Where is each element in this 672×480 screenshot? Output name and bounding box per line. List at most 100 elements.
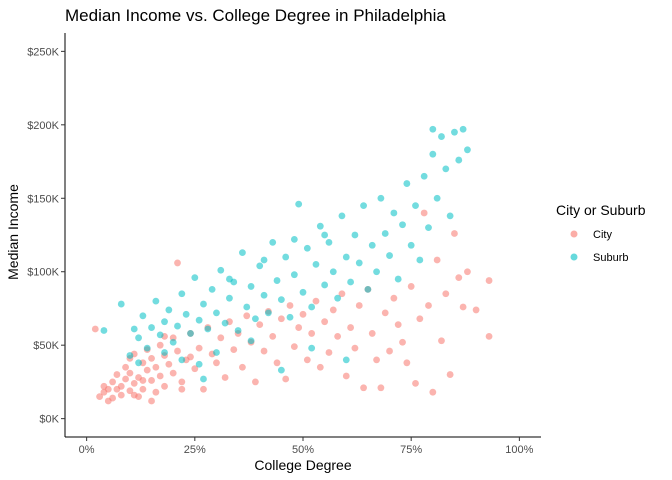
data-point (472, 306, 480, 314)
data-point (239, 249, 246, 257)
data-point (399, 338, 406, 346)
data-point (161, 349, 168, 356)
data-point (243, 303, 251, 311)
data-point (364, 285, 372, 293)
data-point (174, 322, 181, 330)
data-point (416, 315, 424, 323)
data-point (96, 393, 104, 400)
data-point (347, 278, 354, 286)
data-point (464, 146, 471, 154)
data-point (156, 331, 164, 339)
series-suburb (100, 125, 471, 383)
data-point (143, 344, 151, 352)
data-point (290, 271, 298, 279)
data-point (182, 310, 190, 318)
data-point (217, 334, 225, 342)
data-point (342, 372, 350, 380)
data-point (277, 366, 285, 374)
x-tick-label: 25% (184, 444, 206, 456)
data-point (161, 318, 168, 326)
data-point (187, 330, 194, 337)
data-point (247, 283, 255, 290)
data-point (455, 156, 463, 164)
data-point (152, 363, 160, 371)
data-point (442, 165, 450, 173)
data-point (256, 262, 264, 270)
data-point (282, 253, 290, 261)
data-point (200, 385, 207, 393)
data-point (234, 327, 242, 334)
data-point (420, 209, 428, 217)
data-point (165, 360, 173, 368)
x-tick-label: 0% (79, 444, 95, 456)
data-point (260, 291, 268, 299)
data-point (117, 300, 125, 308)
data-point (273, 277, 281, 284)
legend-label: City (593, 229, 612, 241)
x-axis-title: College Degree (254, 457, 351, 473)
data-point (334, 332, 342, 340)
data-point (148, 355, 155, 362)
data-point (377, 384, 385, 392)
data-point (381, 230, 389, 237)
data-point (156, 372, 164, 380)
data-point (195, 344, 203, 352)
data-point (429, 125, 437, 133)
data-point (178, 378, 186, 386)
legend-key (570, 230, 578, 238)
data-point (135, 359, 142, 367)
data-point (156, 341, 164, 349)
data-point (325, 349, 333, 356)
data-point (438, 133, 445, 140)
y-tick-label: $200K (27, 120, 59, 132)
data-point (312, 260, 320, 268)
data-point (433, 194, 441, 202)
data-point (122, 363, 129, 371)
data-point (243, 312, 251, 320)
data-point (260, 347, 268, 355)
data-point (303, 244, 311, 252)
data-point (394, 321, 402, 329)
data-point (117, 391, 125, 399)
data-point (282, 375, 290, 383)
data-point (420, 172, 428, 180)
data-point (204, 325, 212, 333)
data-point (191, 365, 199, 373)
data-point (264, 309, 272, 317)
data-point (221, 374, 229, 381)
data-point (165, 306, 173, 314)
data-point (438, 337, 445, 345)
data-point (169, 369, 177, 377)
data-point (269, 238, 277, 246)
data-point (260, 256, 268, 264)
data-point (208, 285, 216, 293)
data-point (113, 385, 121, 393)
data-point (464, 268, 471, 276)
data-point (360, 384, 367, 392)
data-point (425, 302, 432, 309)
data-point (130, 379, 138, 387)
y-axis-title: Median Income (5, 184, 21, 280)
data-point (126, 352, 134, 359)
data-point (152, 297, 160, 305)
data-point (329, 268, 337, 276)
x-tick-label: 100% (505, 444, 533, 456)
data-point (286, 313, 294, 321)
data-point (342, 253, 350, 261)
y-axis: $0K $50K $100K $150K $200K $250K (27, 33, 66, 437)
data-point (230, 346, 238, 353)
data-point (390, 294, 398, 302)
data-point (273, 359, 281, 367)
data-point (126, 387, 134, 395)
legend-title: City or Suburb (556, 202, 646, 218)
data-point (390, 209, 398, 217)
data-point (442, 290, 450, 298)
data-point (135, 334, 142, 342)
y-tick-label: $0K (39, 414, 59, 426)
data-point (195, 316, 203, 324)
data-point (126, 369, 134, 377)
data-point (355, 259, 363, 267)
data-point (355, 302, 363, 309)
data-point (130, 391, 138, 399)
data-point (247, 337, 255, 345)
